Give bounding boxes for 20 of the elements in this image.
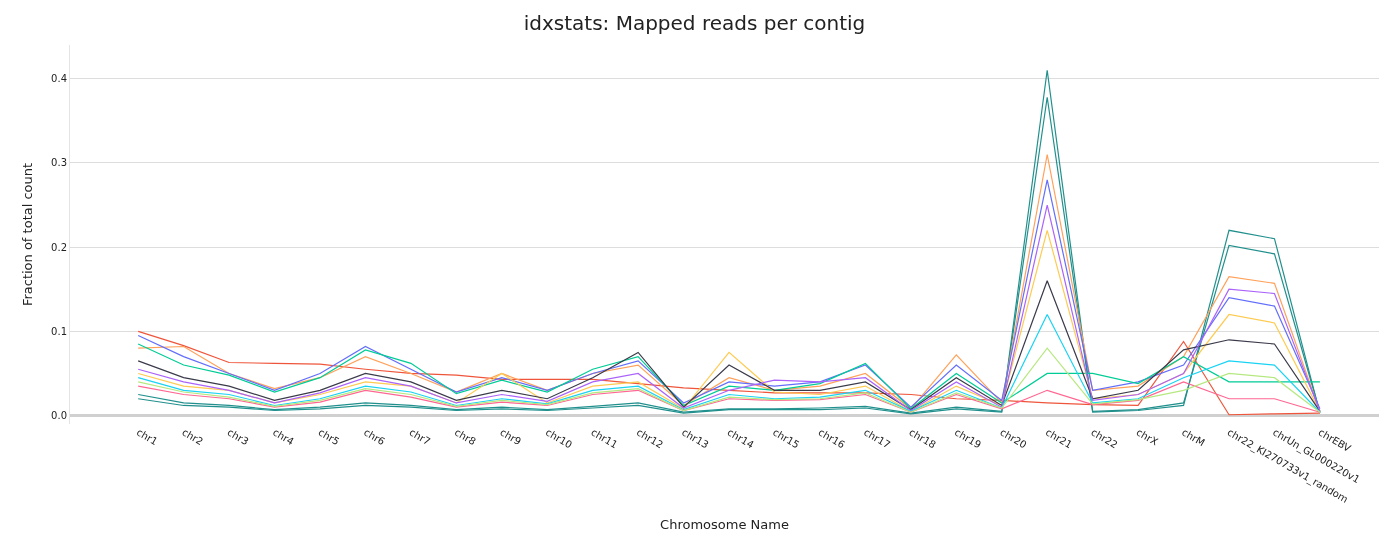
y-tick-label: 0.3 <box>51 157 67 169</box>
y-axis-title: Fraction of total count <box>20 162 36 307</box>
x-tick-label: chr9 <box>498 426 524 448</box>
x-tick-label: chr5 <box>316 426 342 448</box>
x-tick-label: chr2 <box>180 426 205 448</box>
x-axis-title: Chromosome Name <box>660 517 789 533</box>
chart-title: idxstats: Mapped reads per contig <box>523 11 866 36</box>
x-tick-label: chr1 <box>134 426 160 448</box>
x-tick-label: chrM <box>1180 426 1207 449</box>
x-tick-label: chr3 <box>225 426 251 448</box>
x-tick-label: chr8 <box>452 426 478 448</box>
x-tick-label: chrX <box>1134 426 1160 448</box>
y-tick-label: 0.1 <box>51 325 67 337</box>
x-tick-label: chr7 <box>407 426 433 448</box>
x-tick-label: chr4 <box>271 426 296 448</box>
y-tick-label: 0.2 <box>51 241 67 253</box>
x-tick-label: chr6 <box>361 426 387 448</box>
y-tick-label: 0.0 <box>51 410 67 422</box>
y-tick-label: 0.4 <box>51 73 67 85</box>
x-tick-label: chr17 <box>861 426 893 451</box>
